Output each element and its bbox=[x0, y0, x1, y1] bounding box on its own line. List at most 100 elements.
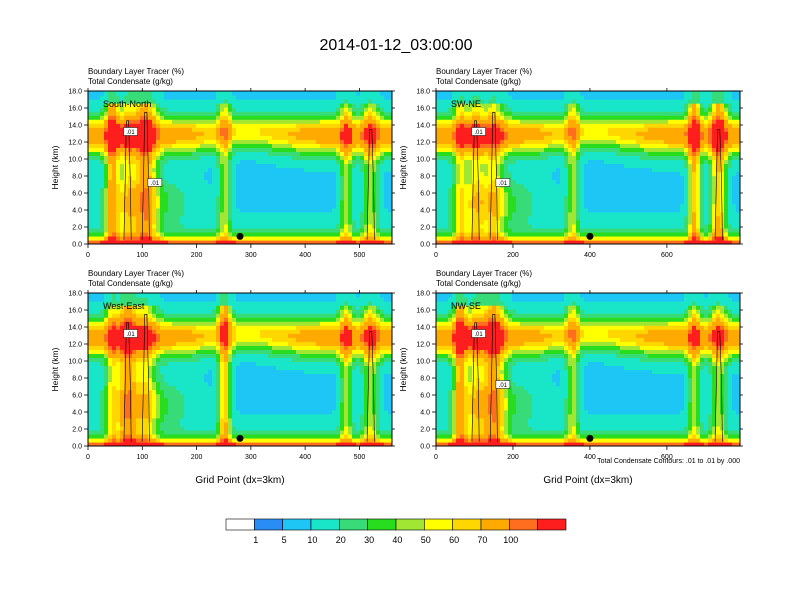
field-cell bbox=[140, 131, 145, 136]
figure-title: 2014-01-12_03:00:00 bbox=[319, 37, 472, 54]
field-cell bbox=[252, 91, 257, 96]
field-cell bbox=[520, 183, 525, 189]
field-cell bbox=[596, 111, 601, 116]
field-cell bbox=[584, 107, 589, 112]
field-cell bbox=[116, 175, 121, 181]
field-cell bbox=[372, 115, 377, 120]
field-cell bbox=[184, 211, 189, 217]
field-cell bbox=[592, 239, 597, 244]
field-cell bbox=[100, 211, 105, 217]
field-cell bbox=[364, 95, 369, 100]
field-cell bbox=[612, 187, 617, 193]
field-cell bbox=[284, 111, 289, 116]
field-cell bbox=[116, 195, 121, 201]
field-cell bbox=[572, 179, 577, 185]
field-cell bbox=[456, 219, 461, 225]
field-cell bbox=[300, 235, 305, 241]
field-cell bbox=[620, 195, 625, 201]
field-cell bbox=[332, 195, 337, 201]
field-cell bbox=[616, 135, 621, 140]
field-cell bbox=[644, 99, 649, 104]
field-cell bbox=[248, 111, 253, 116]
field-cell bbox=[456, 143, 461, 148]
field-cell bbox=[636, 191, 641, 197]
field-cell bbox=[212, 207, 217, 213]
field-cell bbox=[568, 191, 573, 197]
field-cell bbox=[288, 103, 293, 108]
field-cell bbox=[504, 203, 509, 209]
field-cell bbox=[576, 119, 581, 124]
field-cell bbox=[336, 139, 341, 144]
field-cell bbox=[564, 107, 569, 112]
field-cell bbox=[168, 95, 173, 100]
field-cell bbox=[524, 239, 529, 244]
field-cell bbox=[200, 207, 205, 213]
field-cell bbox=[124, 211, 129, 217]
field-cell bbox=[548, 195, 553, 201]
field-cell bbox=[212, 107, 217, 112]
field-cell bbox=[200, 231, 205, 237]
field-cell bbox=[316, 127, 321, 132]
field-cell bbox=[628, 143, 633, 148]
field-cell bbox=[576, 183, 581, 189]
field-cell bbox=[104, 147, 109, 152]
field-cell bbox=[196, 111, 201, 116]
field-cell bbox=[164, 111, 169, 116]
field-cell bbox=[500, 123, 505, 128]
field-cell bbox=[296, 99, 301, 104]
field-cell bbox=[232, 107, 237, 112]
field-cell bbox=[440, 171, 445, 177]
field-cell bbox=[128, 167, 133, 173]
field-cell bbox=[148, 175, 153, 181]
field-cell bbox=[132, 167, 137, 173]
field-cell bbox=[116, 167, 121, 173]
field-cell bbox=[368, 143, 373, 148]
field-cell bbox=[276, 103, 281, 108]
field-cell bbox=[548, 159, 553, 165]
field-cell bbox=[548, 131, 553, 136]
field-cell bbox=[228, 163, 233, 169]
field-cell bbox=[600, 179, 605, 185]
field-cell bbox=[360, 175, 365, 181]
field-cell bbox=[116, 227, 121, 233]
field-cell bbox=[440, 175, 445, 181]
field-cell bbox=[544, 199, 549, 205]
field-cell bbox=[572, 135, 577, 140]
field-cell bbox=[360, 235, 365, 241]
field-cell bbox=[556, 115, 561, 120]
field-cell bbox=[448, 131, 453, 136]
field-cell bbox=[100, 127, 105, 132]
field-cell bbox=[528, 163, 533, 169]
field-cell bbox=[468, 195, 473, 201]
field-cell bbox=[252, 147, 257, 152]
field-cell bbox=[456, 203, 461, 209]
field-cell bbox=[364, 219, 369, 225]
field-cell bbox=[208, 131, 213, 136]
field-cell bbox=[168, 183, 173, 189]
field-cell bbox=[196, 239, 201, 244]
field-cell bbox=[308, 171, 313, 177]
field-cell bbox=[556, 171, 561, 177]
field-cell bbox=[152, 115, 157, 120]
field-cell bbox=[596, 235, 601, 241]
field-cell bbox=[604, 139, 609, 144]
field-cell bbox=[364, 135, 369, 140]
field-cell bbox=[120, 119, 125, 124]
field-cell bbox=[288, 151, 293, 157]
field-cell bbox=[92, 235, 97, 241]
field-cell bbox=[548, 171, 553, 177]
field-cell bbox=[160, 191, 165, 197]
field-cell bbox=[360, 155, 365, 161]
field-cell bbox=[120, 195, 125, 201]
field-cell bbox=[260, 143, 265, 148]
field-cell bbox=[104, 151, 109, 157]
field-cell bbox=[156, 235, 161, 241]
field-cell bbox=[280, 203, 285, 209]
field-cell bbox=[164, 179, 169, 185]
field-cell bbox=[292, 235, 297, 241]
field-cell bbox=[616, 227, 621, 233]
field-cell bbox=[292, 119, 297, 124]
field-cell bbox=[560, 183, 565, 189]
field-cell bbox=[108, 139, 113, 144]
field-cell bbox=[224, 167, 229, 173]
